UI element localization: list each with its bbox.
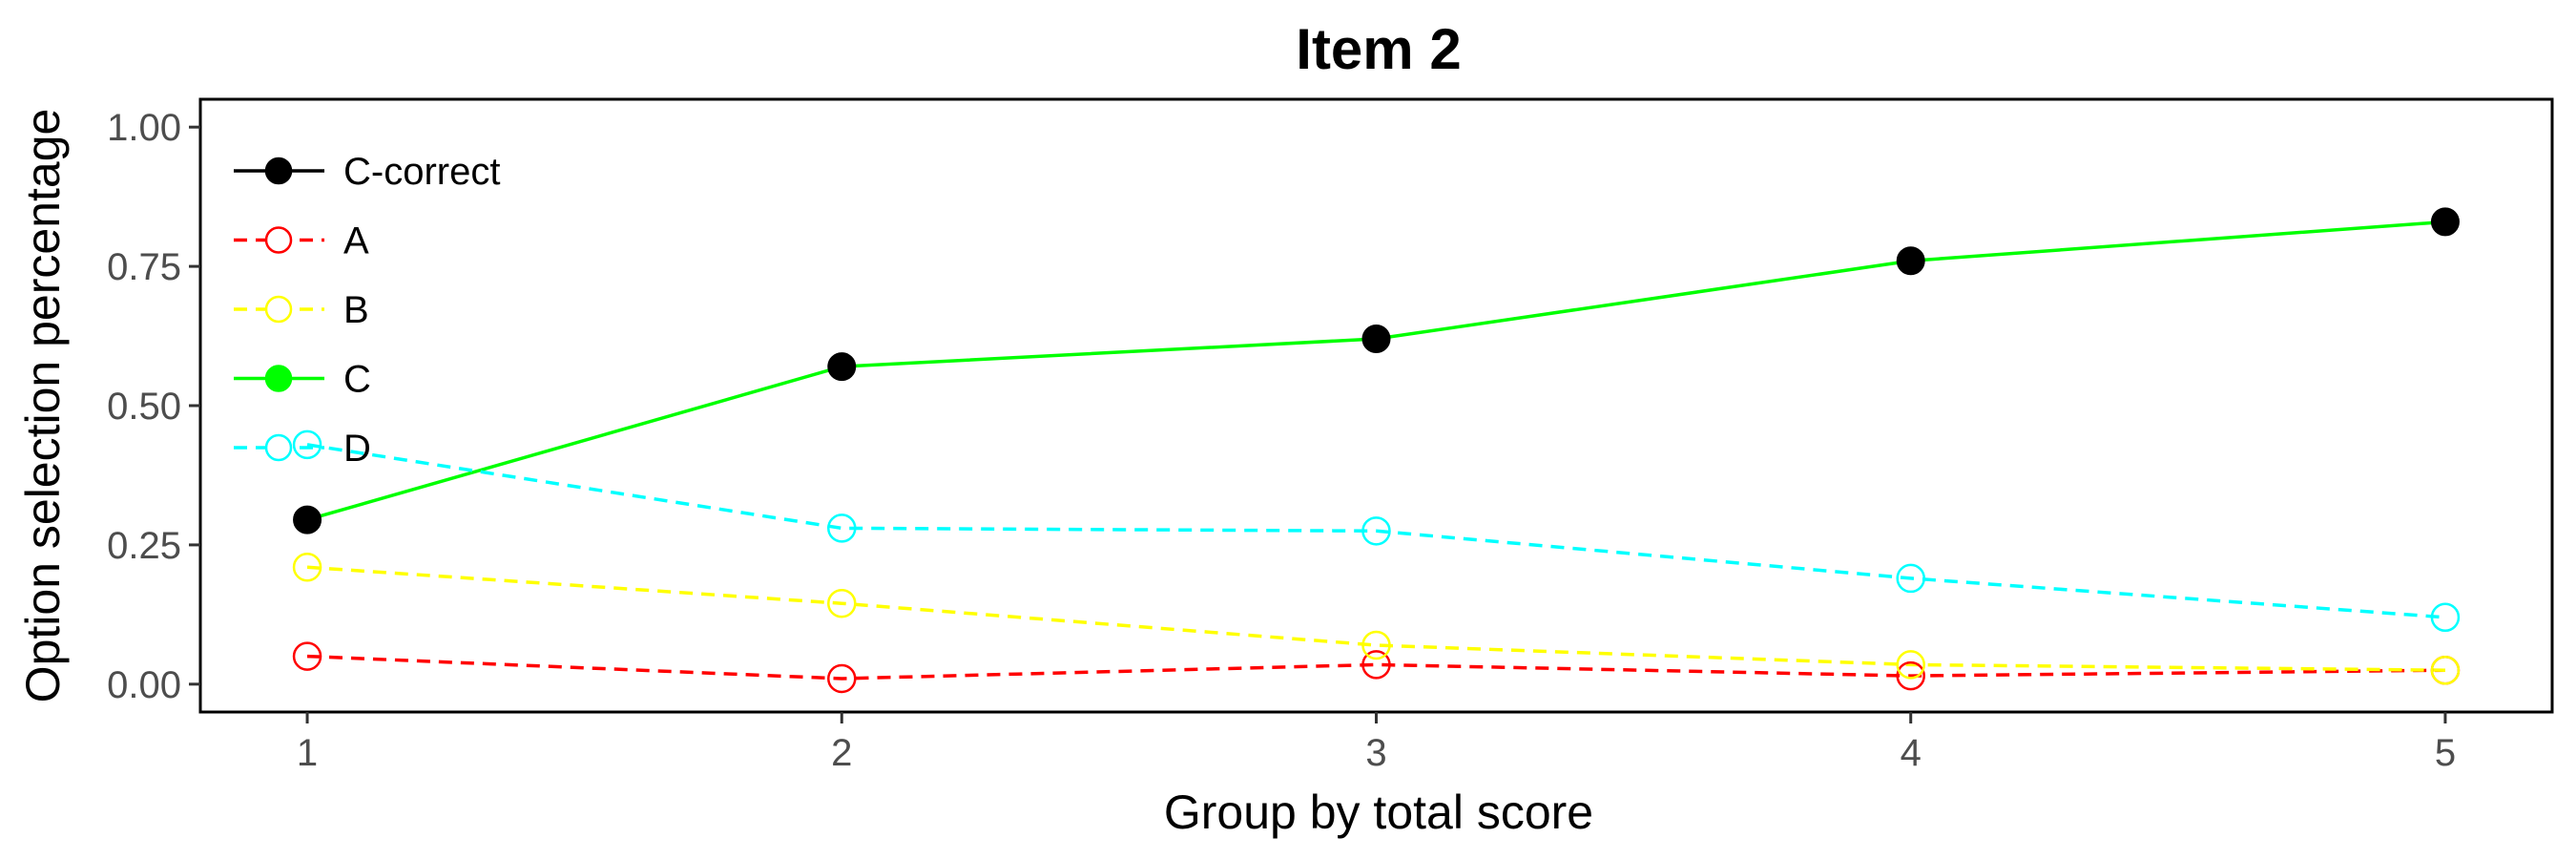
chart-title: Item 2 bbox=[1296, 17, 1461, 81]
y-axis: 0.00 0.25 0.50 0.75 1.00 bbox=[107, 107, 200, 706]
point-b bbox=[1361, 630, 1391, 660]
legend-label-d: D bbox=[343, 428, 371, 470]
point-c-correct bbox=[2430, 207, 2460, 237]
legend-label-b: B bbox=[343, 289, 369, 331]
legend-label-c: C bbox=[343, 359, 371, 401]
legend-key-marker-c bbox=[264, 365, 293, 392]
point-b bbox=[292, 553, 322, 582]
point-c-correct bbox=[293, 505, 322, 534]
x-tick-label: 2 bbox=[831, 732, 852, 774]
y-tick-label: 0.00 bbox=[107, 664, 181, 706]
y-tick-label: 0.25 bbox=[107, 525, 181, 567]
y-tick-label: 0.50 bbox=[107, 386, 181, 428]
x-axis: 1 2 3 4 5 bbox=[297, 712, 2456, 774]
point-c-correct bbox=[1361, 324, 1391, 353]
point-a bbox=[1896, 660, 1925, 691]
legend-key-marker-b bbox=[264, 295, 293, 324]
series-layer bbox=[292, 207, 2461, 694]
x-tick-label: 5 bbox=[2435, 732, 2456, 774]
series-line-b bbox=[306, 565, 2446, 672]
plot-panel bbox=[198, 97, 2554, 714]
x-tick-label: 3 bbox=[1365, 732, 1386, 774]
point-a bbox=[292, 641, 322, 671]
series-line-a bbox=[306, 654, 2446, 681]
point-c-correct bbox=[827, 352, 857, 382]
legend-key-marker-d bbox=[264, 433, 293, 462]
y-tick-label: 1.00 bbox=[107, 107, 181, 149]
point-a bbox=[827, 663, 857, 694]
legend-label-a: A bbox=[343, 220, 369, 262]
point-d bbox=[827, 513, 857, 543]
point-d bbox=[2430, 602, 2461, 633]
x-tick-label: 4 bbox=[1901, 732, 1922, 774]
series-line-d bbox=[306, 443, 2446, 619]
x-axis-title: Group by total score bbox=[1164, 786, 1593, 839]
y-tick-label: 0.75 bbox=[107, 246, 181, 288]
point-d bbox=[1361, 516, 1391, 546]
point-c-correct bbox=[1896, 246, 1925, 276]
point-d bbox=[1896, 563, 1925, 594]
legend-key-marker-a bbox=[264, 226, 293, 254]
point-a bbox=[1361, 650, 1391, 680]
point-b bbox=[827, 588, 857, 618]
point-d bbox=[292, 430, 322, 460]
point-b bbox=[2430, 655, 2461, 685]
legend-label-c-correct: C-correct bbox=[343, 151, 500, 193]
x-tick-label: 1 bbox=[297, 732, 318, 774]
y-axis-title: Option selection percentage bbox=[16, 109, 70, 703]
legend-key-marker-c-correct bbox=[264, 157, 293, 185]
point-b bbox=[1896, 650, 1925, 680]
